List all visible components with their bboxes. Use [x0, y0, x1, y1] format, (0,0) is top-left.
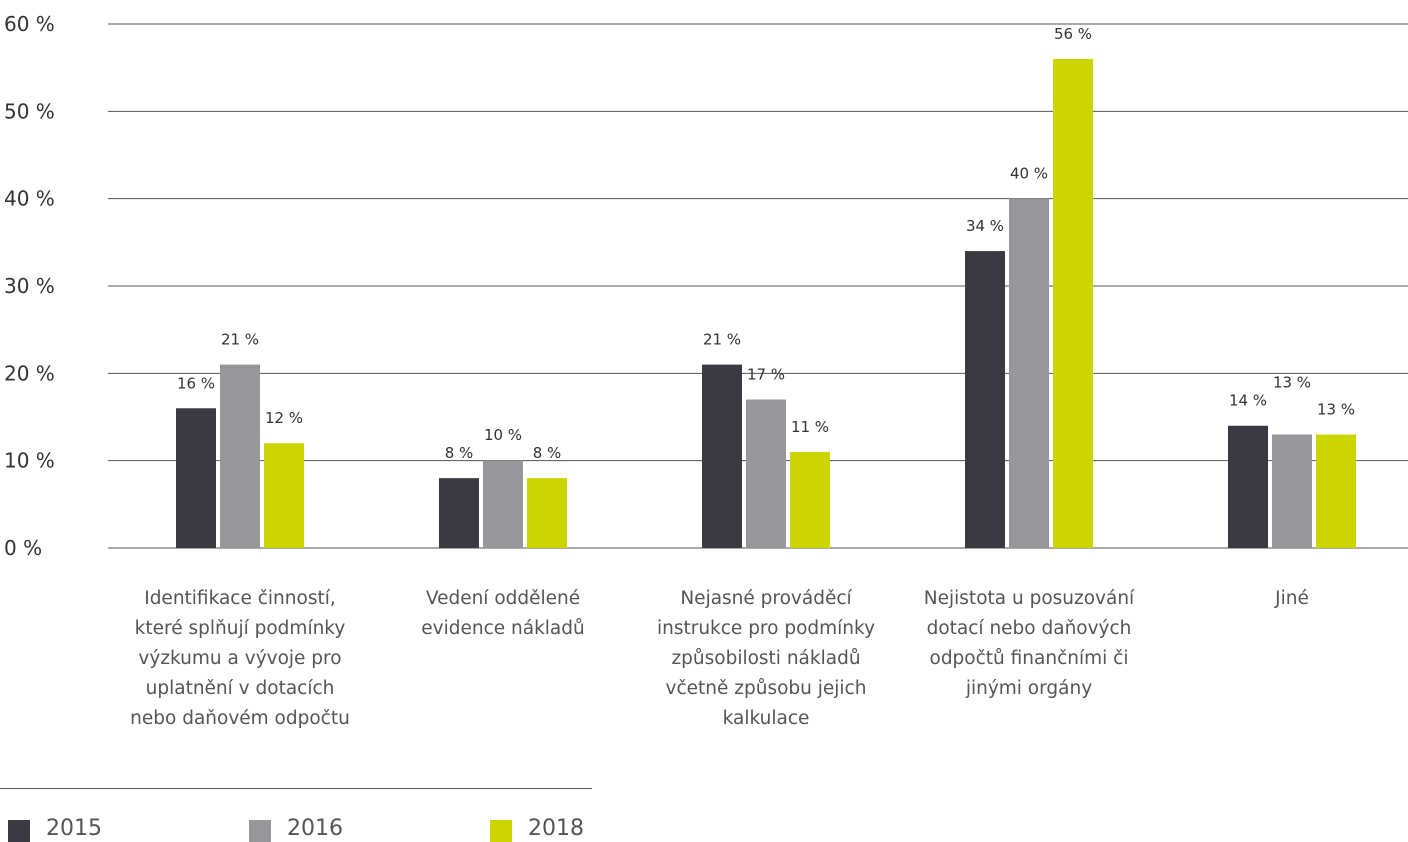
gridlines [108, 23, 1408, 549]
bar-2018 [1316, 434, 1356, 548]
y-tick-label: 50 % [4, 99, 55, 123]
value-label: 21 % [221, 331, 259, 349]
value-label: 40 % [1010, 165, 1048, 183]
category-label-line: evidence nákladů [421, 618, 585, 639]
bar-2015 [176, 408, 216, 548]
category-label: Vedení oddělené evidence nákladů [373, 584, 633, 644]
category-label-line: Nejasné prováděcí [680, 588, 852, 609]
category-label-line: uplatnění v dotacích [145, 678, 335, 699]
category-label: Identifikace činností, které splňují podm… [110, 584, 370, 734]
y-tick-label: 60 % [4, 12, 55, 36]
legend-swatch [8, 820, 30, 842]
bars [176, 58, 1356, 549]
value-label: 8 % [533, 444, 562, 462]
y-tick-label: 40 % [4, 187, 55, 211]
y-axis-tick-labels: 0 % 10 % 20 % 30 % 40 % 50 % 60 % [4, 12, 55, 560]
category-label-line: kalkulace [722, 708, 810, 729]
bar-2015 [965, 251, 1005, 549]
value-label: 34 % [966, 217, 1004, 235]
bar-2015 [1228, 425, 1268, 548]
category-label: Nejasné prováděcí instrukce pro podmínky z… [636, 584, 896, 734]
value-label: 12 % [265, 409, 303, 427]
bar-chart: 0 % 10 % 20 % 30 % 40 % 50 % 60 % 16 % 21 % 12 %… [4, 12, 1408, 560]
category-label-line: Identifikace činností, [144, 588, 336, 609]
y-tick-label: 10 % [4, 449, 55, 473]
category-label-line: včetně způsobu jejich [665, 678, 867, 699]
category-label-line: nebo daňovém odpočtu [130, 708, 350, 729]
category-label-line: Jiné [1275, 588, 1309, 609]
legend-label: 2015 [46, 816, 102, 841]
value-labels: 16 % 21 % 12 % 8 % 10 % 8 % 21 % 17 % 11 % 34 % 40… [177, 25, 1355, 462]
bar-2015 [702, 364, 742, 548]
value-label: 11 % [791, 418, 829, 436]
y-tick-label: 20 % [4, 361, 55, 385]
category-label-line: Nejistota u posuzování [923, 588, 1135, 609]
value-label: 56 % [1054, 25, 1092, 43]
category-label-line: jinými orgány [965, 678, 1093, 699]
bar-2016 [1272, 434, 1312, 548]
value-label: 10 % [484, 426, 522, 444]
category-label-line: dotací nebo daňových [926, 618, 1132, 639]
bar-2016 [483, 460, 523, 548]
bar-2016 [220, 364, 260, 548]
category-label: Jiné [1162, 584, 1408, 614]
bar-2018 [264, 443, 304, 548]
bar-2015 [439, 478, 479, 548]
category-label-line: instrukce pro podmínky [656, 618, 876, 639]
legend-divider [0, 788, 592, 789]
value-label: 17 % [747, 366, 785, 384]
y-tick-label: 0 % [4, 536, 42, 560]
value-label: 14 % [1229, 392, 1267, 410]
category-label-line: výzkumu a vývoje pro [138, 648, 342, 669]
bar-2016 [1009, 198, 1049, 548]
category-label: Nejistota u posuzování dotací nebo daňový… [899, 584, 1159, 704]
value-label: 13 % [1273, 374, 1311, 392]
category-label-line: odpočtů finančními či [929, 648, 1129, 669]
value-label: 16 % [177, 374, 215, 392]
legend-swatch [490, 820, 512, 842]
legend-label: 2016 [287, 816, 343, 841]
value-label: 21 % [703, 331, 741, 349]
bar-2018 [527, 478, 567, 548]
value-label: 8 % [445, 444, 474, 462]
bar-2018 [1053, 58, 1093, 548]
value-label: 13 % [1317, 400, 1355, 418]
bar-2016 [746, 399, 786, 548]
category-label-line: které splňují podmínky [134, 618, 346, 639]
legend-label: 2018 [528, 816, 584, 841]
legend-swatch [249, 820, 271, 842]
category-label-line: Vedení oddělené [425, 588, 581, 609]
category-label-line: způsobilosti nákladů [671, 648, 861, 669]
bar-2018 [790, 451, 830, 548]
y-tick-label: 30 % [4, 274, 55, 298]
